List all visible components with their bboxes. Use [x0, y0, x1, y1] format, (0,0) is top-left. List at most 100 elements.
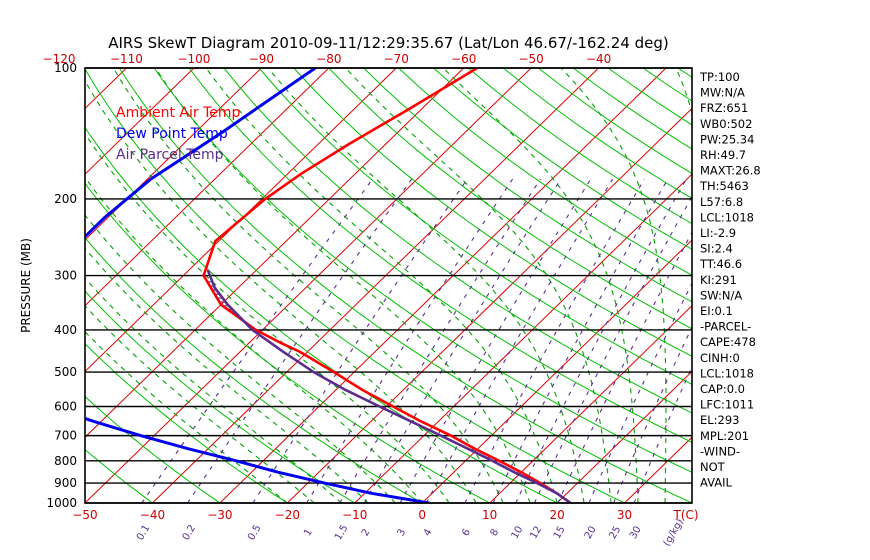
mixing-ratio-line	[141, 178, 374, 503]
dry-adiabat-line	[118, 68, 692, 503]
top-temp-tick: −110	[110, 52, 143, 66]
legend-label-1: Dew Point Temp	[116, 126, 228, 142]
index-LFC: LFC:1011	[700, 398, 754, 412]
isotherm-line	[85, 68, 397, 373]
dry-adiabat-line	[258, 68, 692, 386]
isotherm-line	[489, 305, 692, 503]
temperature-curve	[202, 68, 572, 503]
bottom-temp-tick: 0	[418, 508, 426, 522]
mixing-ratio-line	[187, 178, 413, 503]
mixing-ratio-line	[533, 195, 692, 503]
mixing-ratio-tick: 6	[460, 527, 473, 538]
index-SI: SI:2.4	[700, 242, 733, 256]
moist-adiabat-line	[85, 305, 315, 503]
dry-adiabat-line	[85, 343, 288, 503]
y-axis-title: PRESSURE (MB)	[19, 238, 33, 333]
moist-adiabat-line	[85, 79, 477, 503]
dry-adiabat-line	[85, 68, 625, 503]
top-temp-tick: −120	[43, 52, 76, 66]
pressure-tick: 500	[54, 365, 77, 379]
dry-adiabat-line	[223, 68, 692, 414]
top-temp-tick: −80	[316, 52, 341, 66]
bottom-temp-tick: 30	[617, 508, 632, 522]
top-temp-tick: −60	[451, 52, 476, 66]
dry-adiabat-line	[85, 290, 356, 503]
index-RH: RH:49.7	[700, 148, 746, 162]
top-temp-tick: −70	[384, 52, 409, 66]
mixing-ratio-tick: 0.1	[135, 523, 152, 542]
index-KI: KI:291	[700, 273, 737, 287]
mixing-ratio-line	[613, 326, 692, 503]
index-TT: TT:46.6	[699, 257, 742, 271]
mixing-ratio-tick: 3	[396, 527, 409, 538]
mixing-ratio-line	[557, 231, 692, 503]
pressure-tick: 800	[54, 454, 77, 468]
isotherm-line	[827, 68, 870, 503]
index-WIND: -WIND-	[700, 444, 740, 458]
index-TH: TH:5463	[699, 179, 749, 193]
isotherm-line	[759, 68, 870, 503]
isotherm-line	[85, 68, 532, 503]
dry-adiabat-line	[642, 68, 692, 102]
index-TP: TP:100	[699, 70, 740, 84]
pressure-tick: 100	[54, 61, 77, 75]
isotherm-line	[556, 370, 692, 503]
chart-title: AIRS SkewT Diagram 2010-09-11/12:29:35.6…	[108, 34, 669, 52]
pressure-tick: 1000	[46, 496, 77, 510]
pressure-tick: 600	[54, 399, 77, 413]
index-SW: SW:N/A	[700, 288, 742, 302]
top-temp-tick: −90	[249, 52, 274, 66]
mixing-ratio-tick: 12	[528, 524, 544, 541]
plot-frame	[84, 67, 693, 504]
dry-adiabat-line	[468, 68, 692, 225]
dry-adiabat-line	[363, 68, 692, 303]
dry-adiabat-line	[85, 448, 153, 503]
bottom-temp-tick: −10	[342, 508, 367, 522]
bottom-temp-tick: −50	[72, 508, 97, 522]
index-PW: PW:25.34	[700, 132, 754, 146]
index-NOT: NOT	[700, 460, 726, 474]
dry-adiabat-line	[188, 68, 692, 443]
moist-adiabat-line	[442, 68, 639, 503]
moist-adiabat-line	[85, 176, 423, 503]
bottom-temp-tick: −20	[275, 508, 300, 522]
mixing-ratio-tick: 15	[552, 524, 568, 541]
dry-adiabat-line	[398, 68, 692, 276]
pressure-tick: 400	[54, 323, 77, 337]
mixing-ratio-line	[588, 282, 692, 503]
index-EI: EI:0.1	[700, 304, 733, 318]
mixing-ratio-tick: 8	[489, 527, 502, 538]
isotherm-line	[152, 68, 599, 503]
isotherm-line	[85, 68, 330, 307]
index-EL: EL:293	[700, 413, 740, 427]
parcel-curve	[206, 269, 572, 503]
mixing-ratio-line	[464, 178, 645, 503]
mixing-ratio-line	[339, 178, 541, 503]
top-temp-tick: −100	[177, 52, 210, 66]
index-FRZ: FRZ:651	[700, 101, 748, 115]
top-temp-tick: −50	[518, 52, 543, 66]
index-MAXT: MAXT:26.8	[700, 164, 761, 178]
index-MW: MW:N/A	[700, 86, 745, 100]
mixing-ratio-line	[425, 178, 614, 503]
legend-label-0: Ambient Air Temp	[116, 105, 241, 121]
dry-adiabat-line	[502, 68, 692, 199]
mixing-ratio-tick: 30	[628, 524, 644, 541]
index-MPL: MPL:201	[700, 429, 749, 443]
dry-adiabat-line	[85, 236, 423, 503]
bottom-temp-tick: −30	[207, 508, 232, 522]
mixing-ratio-line	[492, 178, 669, 503]
isotherm-line	[85, 68, 262, 241]
mixing-ratio-tick: 10	[510, 524, 526, 541]
mixing-ratio-line	[515, 178, 687, 503]
moist-adiabat-line	[85, 330, 288, 503]
pressure-tick: 300	[54, 269, 77, 283]
mixing-ratio-tick: 0.5	[246, 523, 263, 542]
index-CAP: CAP:0.0	[700, 382, 745, 396]
profile-layer	[85, 68, 572, 503]
mixing-ratio-tick: 4	[422, 527, 435, 538]
x-axis-temp-title: T(C)	[672, 508, 698, 522]
isotherm-line	[219, 68, 667, 503]
